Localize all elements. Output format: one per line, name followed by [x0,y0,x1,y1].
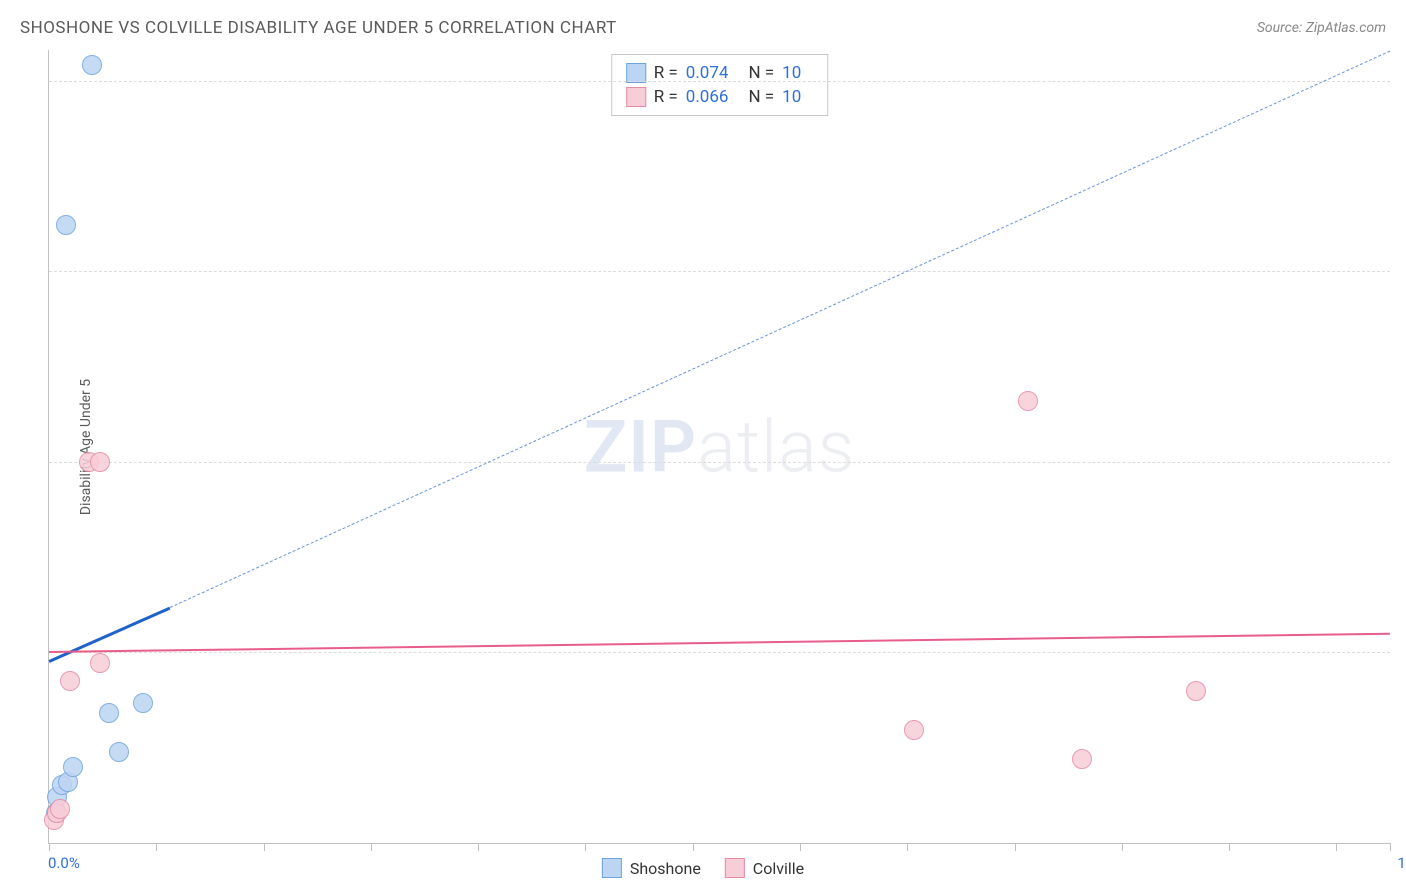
data-point [82,55,102,75]
data-point [133,693,153,713]
x-tick [371,843,372,851]
x-tick [264,843,265,851]
r-label: R = [654,87,678,107]
x-tick [478,843,479,851]
x-tick [907,843,908,851]
data-point [90,452,110,472]
legend-correlation-row: R = 0.066 N = 10 [626,85,814,109]
x-tick [49,843,50,851]
chart-header: SHOSHONE VS COLVILLE DISABILITY AGE UNDE… [20,18,1386,38]
gridline [49,271,1390,272]
data-point [904,720,924,740]
x-tick [156,843,157,851]
x-tick [585,843,586,851]
legend-series-item: Shoshone [602,858,701,878]
data-point [60,671,80,691]
data-point [1018,391,1038,411]
plot-area: ZIPatlas R =0.074N =10R =0.066N =10 12.5… [48,50,1390,844]
x-tick-max: 100.0% [1397,854,1406,872]
x-tick [1122,843,1123,851]
trend-line [49,633,1390,653]
legend-series: Shoshone Colville [602,858,804,878]
data-point [90,653,110,673]
trend-line [48,607,170,663]
n-value: 10 [782,87,801,107]
data-point [109,742,129,762]
chart-title: SHOSHONE VS COLVILLE DISABILITY AGE UNDE… [20,18,617,38]
gridline [49,652,1390,653]
legend-series-label: Colville [753,859,804,878]
x-tick [1390,843,1391,851]
legend-series-label: Shoshone [630,859,701,878]
data-point [50,799,70,819]
gridline [49,81,1390,82]
data-point [56,215,76,235]
legend-correlation: R =0.074N =10R =0.066N =10 [611,54,829,116]
legend-swatch [626,87,646,107]
n-label: N = [748,87,774,107]
chart-source: Source: ZipAtlas.com [1257,20,1386,36]
x-tick-min: 0.0% [48,854,80,872]
x-tick [800,843,801,851]
data-point [1186,681,1206,701]
x-tick [1015,843,1016,851]
data-point [1072,749,1092,769]
x-tick [1336,843,1337,851]
watermark-text: ZIPatlas [584,404,856,489]
r-value: 0.066 [686,87,729,107]
plot-container: Disability Age Under 5 ZIPatlas R =0.074… [48,50,1390,844]
x-tick [1229,843,1230,851]
legend-series-item: Colville [725,858,804,878]
trend-line-extrapolated [169,50,1390,608]
x-tick [693,843,694,851]
legend-swatch [725,858,745,878]
data-point [63,757,83,777]
legend-swatch [602,858,622,878]
data-point [99,703,119,723]
gridline [49,462,1390,463]
